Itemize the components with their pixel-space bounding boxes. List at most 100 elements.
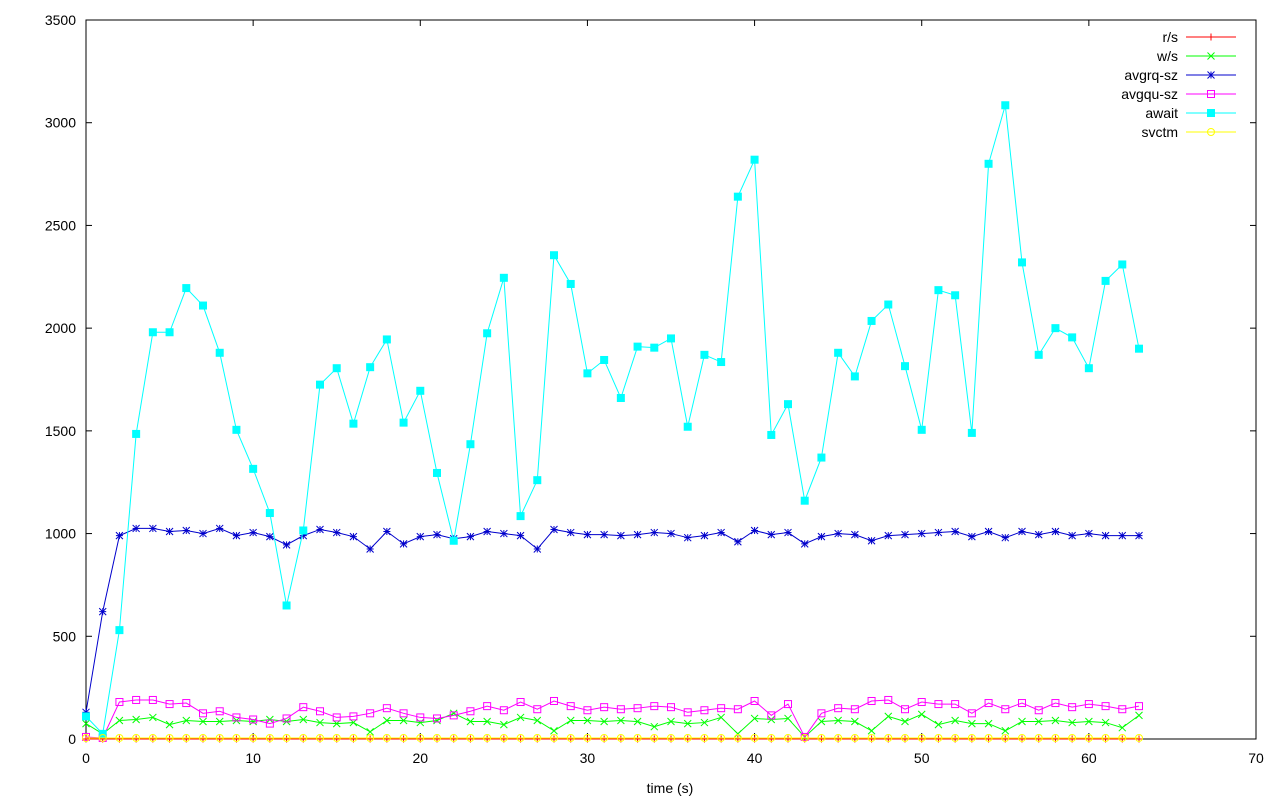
x-tick-label: 40 [747, 750, 763, 766]
y-tick-label: 0 [68, 731, 76, 747]
data-point-avgrq-sz [650, 528, 659, 537]
data-point-await [984, 159, 993, 168]
data-point-avgqu-sz [399, 709, 408, 718]
data-point-w-s [516, 713, 525, 722]
data-point-w-s [165, 720, 174, 729]
data-point-svctm [683, 733, 692, 742]
data-point-avgqu-sz [1118, 705, 1127, 714]
data-point-avgqu-sz [834, 704, 843, 713]
data-point-avgqu-sz [316, 707, 324, 716]
y-tick-label: 500 [53, 628, 77, 644]
data-point-svctm [332, 733, 341, 742]
data-point-svctm [817, 733, 826, 742]
data-point-await [115, 626, 124, 635]
data-point-avgrq-sz [784, 528, 792, 537]
data-point-w-s [683, 719, 692, 728]
data-point-await [282, 601, 291, 610]
data-point-w-s [700, 718, 709, 727]
data-point-w-s [299, 715, 308, 724]
series-line-await [85, 105, 1140, 735]
data-point-svctm [282, 733, 291, 742]
data-point-avgrq-sz [132, 524, 140, 533]
legend-marker-await [1207, 109, 1215, 117]
data-point-await [349, 419, 358, 428]
data-point-w-s [416, 718, 425, 727]
series-line-w-s [85, 712, 1140, 738]
data-point-avgrq-sz [1135, 531, 1143, 540]
data-point-avgqu-sz [132, 695, 141, 704]
data-point-avgrq-sz [98, 607, 107, 616]
data-point-await [550, 251, 558, 260]
data-point-avgqu-sz [115, 698, 124, 707]
data-point-avgrq-sz [901, 530, 909, 539]
data-point-await [1051, 324, 1060, 333]
data-point-w-s [483, 717, 491, 726]
y-tick-label: 1000 [45, 526, 76, 542]
data-point-avgrq-sz [399, 539, 408, 548]
data-point-w-s [583, 716, 592, 725]
data-point-w-s [316, 718, 324, 727]
data-point-avgrq-sz [483, 527, 491, 536]
data-point-await [499, 273, 508, 282]
data-point-await [265, 509, 274, 518]
data-point-avgrq-sz [500, 529, 508, 538]
data-point-avgrq-sz [199, 529, 207, 538]
data-point-avgqu-sz [148, 695, 157, 704]
data-point-avgrq-sz [1018, 527, 1026, 536]
legend-label-avgrq-sz: avgrq-sz [1124, 67, 1178, 83]
data-point-avgrq-sz [149, 524, 157, 533]
data-point-w-s [884, 712, 893, 721]
data-point-svctm [1084, 733, 1093, 742]
data-point-avgrq-sz [667, 529, 675, 538]
data-point-svctm [199, 733, 207, 742]
data-point-avgqu-sz [867, 696, 876, 705]
data-point-svctm [215, 733, 224, 742]
data-point-avgqu-sz [1135, 702, 1143, 711]
data-point-avgrq-sz [951, 527, 959, 536]
data-point-await [1135, 344, 1143, 353]
x-tick-label: 0 [82, 750, 90, 766]
data-point-svctm [115, 733, 124, 742]
x-tick-label: 30 [580, 750, 596, 766]
data-point-w-s [399, 716, 408, 725]
data-point-svctm [82, 733, 90, 742]
data-point-w-s [917, 710, 926, 719]
data-point-await [466, 440, 475, 449]
data-point-avgrq-sz [683, 533, 692, 542]
data-point-avgqu-sz [650, 702, 659, 711]
data-point-w-s [550, 726, 558, 735]
data-point-svctm [934, 733, 943, 742]
data-point-svctm [984, 733, 993, 742]
data-point-avgrq-sz [734, 537, 742, 546]
data-point-await [82, 712, 90, 721]
data-point-svctm [165, 733, 174, 742]
series-avgrq-sz [82, 524, 1143, 717]
data-point-avgqu-sz [182, 699, 191, 708]
data-point-avgqu-sz [382, 704, 391, 713]
data-point-await [533, 476, 542, 485]
y-tick-label: 2500 [45, 217, 76, 233]
legend-entry-svctm: svctm [1141, 124, 1236, 140]
data-point-w-s [1034, 717, 1043, 726]
data-point-avgqu-sz [165, 700, 174, 709]
data-point-w-s [934, 720, 943, 729]
data-point-svctm [550, 733, 558, 742]
data-point-await [98, 729, 107, 738]
data-point-w-s [1101, 718, 1110, 727]
data-point-svctm [1051, 733, 1060, 742]
data-point-avgqu-sz [416, 713, 425, 722]
legend-label-r-s: r/s [1162, 29, 1178, 45]
data-point-svctm [399, 733, 408, 742]
data-point-await [1018, 258, 1026, 267]
data-point-avgqu-sz [616, 705, 625, 714]
data-point-w-s [115, 716, 124, 725]
data-point-w-s [466, 717, 475, 726]
data-point-svctm [98, 733, 107, 742]
data-point-w-s [951, 716, 959, 725]
data-point-await [600, 355, 609, 364]
data-point-await [1068, 333, 1077, 342]
data-point-avgqu-sz [265, 719, 274, 728]
series-svctm [82, 733, 1143, 742]
data-point-avgrq-sz [934, 528, 943, 537]
